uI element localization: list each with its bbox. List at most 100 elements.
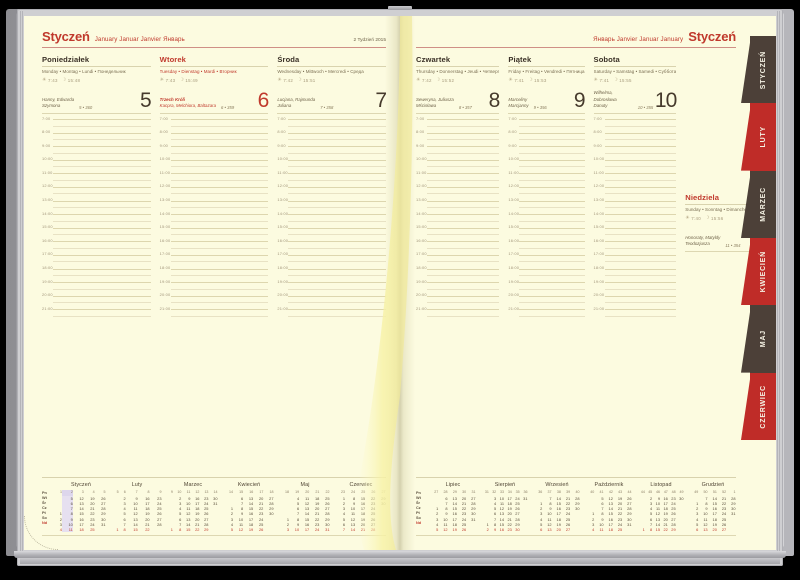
mini-calendar[interactable]: Wrzesień 36 37 38 39 40 7 14 21 28 1 8 15 22 29 2 9 16 23 3… xyxy=(534,482,580,532)
mini-day-cell[interactable]: 6 xyxy=(123,516,126,522)
mini-day-cell[interactable]: 3 xyxy=(696,511,699,517)
mini-day-cell[interactable]: 7 xyxy=(549,495,552,501)
mini-day-cell[interactable]: 28 xyxy=(731,495,736,501)
mini-day-cell[interactable]: 30 xyxy=(471,511,476,517)
mini-day-cell[interactable]: 31 xyxy=(213,501,218,507)
mini-day-cell[interactable]: 15 xyxy=(655,526,660,532)
mini-day-cell[interactable]: 4 xyxy=(696,516,699,522)
day-column[interactable]: Środa Wednesday • Mittwoch • Mercredi • С… xyxy=(277,55,387,321)
hour-row[interactable]: 19:00 xyxy=(160,279,269,295)
mini-day-cell[interactable]: 29 xyxy=(671,526,676,532)
mini-day-cell[interactable]: 11 xyxy=(443,521,448,527)
mini-day-cell[interactable]: 22 xyxy=(721,501,727,507)
mini-day-cell[interactable]: 20 xyxy=(663,516,668,522)
mini-day-cell[interactable]: 23 xyxy=(315,521,320,527)
hour-row[interactable]: 7:00 xyxy=(508,116,585,132)
hour-row[interactable]: 14:00 xyxy=(594,211,677,227)
mini-day-cell[interactable]: 1 xyxy=(486,521,489,527)
mini-day-cell[interactable]: 8 xyxy=(123,526,126,532)
mini-day-cell[interactable]: 15 xyxy=(712,501,717,507)
mini-day-cell[interactable]: 24 xyxy=(461,516,467,522)
mini-day-cell[interactable]: 27 xyxy=(515,511,520,517)
mini-day-cell[interactable]: 27 xyxy=(471,495,476,501)
mini-day-cell[interactable]: 22 xyxy=(145,526,150,532)
mini-day-cell[interactable]: 5 xyxy=(230,526,233,532)
mini-day-cell[interactable]: 21 xyxy=(663,521,668,527)
mini-day-cell[interactable]: 12 xyxy=(608,495,613,501)
mini-day-cell[interactable] xyxy=(571,527,580,532)
hour-row[interactable]: 12:00 xyxy=(277,183,387,199)
mini-day-cell[interactable]: 17 xyxy=(248,516,254,522)
mini-day-cell[interactable]: 8 xyxy=(494,521,497,527)
hour-row[interactable]: 8:00 xyxy=(42,129,151,145)
mini-day-cell[interactable]: 12 xyxy=(133,511,138,517)
mini-day-cell[interactable]: 26 xyxy=(259,526,264,532)
mini-day-cell[interactable]: 3 xyxy=(179,501,182,507)
mini-day-cell[interactable]: 1 xyxy=(59,511,62,517)
mini-day-cell[interactable]: 26 xyxy=(515,506,520,512)
mini-day-cell[interactable]: 18 xyxy=(248,521,254,527)
mini-day-cell[interactable]: 19 xyxy=(90,495,95,501)
mini-calendar[interactable]: Czerwiec 23 24 25 26 27 1 8 15 22 29 2 9 16 23 30 3 10 17 2… xyxy=(336,482,386,532)
mini-day-cell[interactable]: 13 xyxy=(133,516,138,522)
mini-day-cell[interactable]: 28 xyxy=(471,501,476,507)
mini-day-cell[interactable]: 12 xyxy=(238,526,244,532)
mini-day-cell[interactable]: 11 xyxy=(655,506,660,512)
hour-row[interactable]: 20:00 xyxy=(277,292,387,308)
mini-day-cell[interactable]: 18 xyxy=(712,516,717,522)
mini-calendar[interactable]: Grudzień 49 50 51 52 1 7 14 21 28 1 8 15 22 29 2 9 16 23 30… xyxy=(690,482,736,532)
mini-day-cell[interactable]: 11 xyxy=(239,521,244,527)
hour-row[interactable]: 11:00 xyxy=(277,170,387,186)
mini-day-cell[interactable]: 22 xyxy=(507,521,512,527)
mini-day-cell[interactable]: 1 xyxy=(592,511,595,517)
mini-day-cell[interactable]: 11 xyxy=(351,511,356,517)
mini-day-cell[interactable] xyxy=(150,527,162,532)
mini-day-cell[interactable]: 14 xyxy=(79,506,84,512)
mini-day-cell[interactable]: 23 xyxy=(671,495,676,501)
mini-day-cell[interactable]: 5 xyxy=(650,511,653,517)
month-tab-luty[interactable]: LUTY xyxy=(750,103,776,171)
mini-day-cell[interactable]: 3 xyxy=(650,501,653,507)
hour-row[interactable]: 9:00 xyxy=(42,143,151,159)
hour-row[interactable]: 8:00 xyxy=(508,129,585,145)
mini-day-cell[interactable]: 25 xyxy=(461,521,467,527)
month-tab-styczeń[interactable]: STYCZEŃ xyxy=(750,36,776,104)
mini-day-cell[interactable]: 14 xyxy=(452,501,457,507)
mini-day-cell[interactable]: 28 xyxy=(671,521,676,527)
mini-day-cell[interactable]: 9 xyxy=(352,501,356,507)
mini-day-cell[interactable]: 7 xyxy=(650,521,653,527)
mini-day-cell[interactable]: 16 xyxy=(499,526,504,532)
mini-day-cell[interactable]: 9 xyxy=(445,511,448,517)
mini-day-cell[interactable]: 7 xyxy=(179,521,182,527)
mini-day-cell[interactable]: 16 xyxy=(145,495,150,501)
mini-day-cell[interactable]: 18 xyxy=(608,526,613,532)
mini-day-cell[interactable]: 7 xyxy=(123,521,126,527)
mini-day-cell[interactable]: 27 xyxy=(157,516,162,522)
mini-calendar[interactable]: Lipiec 27 28 29 30 31 6 13 20 27 7 14 21 28 1 8 15 22 29 2 9… xyxy=(430,482,476,532)
mini-day-cell[interactable]: 14 xyxy=(186,521,191,527)
mini-day-cell[interactable]: 19 xyxy=(556,521,561,527)
hour-row[interactable]: 21:00 xyxy=(508,306,585,322)
mini-day-cell[interactable]: 30 xyxy=(101,516,106,522)
hour-row[interactable]: 11:00 xyxy=(42,170,151,186)
mini-day-cell[interactable]: 22 xyxy=(663,526,668,532)
mini-day-cell[interactable]: 5 xyxy=(494,506,497,512)
hour-row[interactable]: 14:00 xyxy=(42,211,151,227)
mini-day-cell[interactable]: 13 xyxy=(248,495,254,501)
mini-day-cell[interactable]: 11 xyxy=(499,501,504,507)
mini-day-cell[interactable]: 19 xyxy=(452,526,457,532)
mini-day-cell[interactable]: 1 xyxy=(342,495,345,501)
mini-day-cell[interactable]: 17 xyxy=(452,516,457,522)
mini-day-cell[interactable]: 31 xyxy=(471,516,476,522)
hour-row[interactable]: 18:00 xyxy=(594,265,677,281)
mini-day-cell[interactable]: 14 xyxy=(556,495,561,501)
hour-row[interactable]: 10:00 xyxy=(416,156,500,172)
mini-day-cell[interactable]: 5 xyxy=(296,501,300,507)
mini-day-cell[interactable]: 8 xyxy=(240,506,244,512)
month-tab-marzec[interactable]: MARZEC xyxy=(750,170,776,238)
mini-day-cell[interactable]: 22 xyxy=(565,501,571,507)
mini-day-cell[interactable]: 26 xyxy=(671,511,676,517)
mini-day-cell[interactable]: 10 xyxy=(655,501,660,507)
mini-day-cell[interactable]: 23 xyxy=(565,506,571,512)
mini-day-cell[interactable]: 16 xyxy=(452,511,457,517)
